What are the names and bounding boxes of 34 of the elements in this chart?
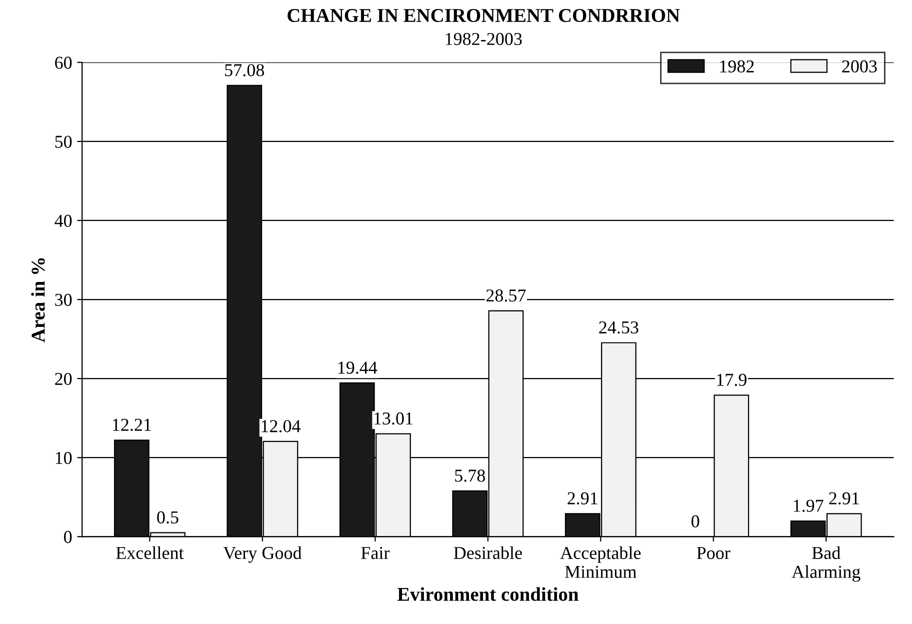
- data-label: 13.01: [374, 412, 412, 425]
- x-axis-title: Evironment condition: [397, 587, 578, 601]
- data-label: 12.04: [262, 420, 301, 432]
- data-label: 57.08: [225, 64, 264, 76]
- x-tick-label: Desirable: [454, 546, 522, 560]
- x-tick-label: Fair: [361, 546, 390, 560]
- y-tick-label: 0: [64, 530, 72, 544]
- chart-title: CHANGE IN ENCIRONMENT CONDRRION: [288, 8, 680, 22]
- data-label: 17.9: [717, 374, 746, 386]
- y-tick-label: 20: [55, 372, 72, 385]
- y-tick-label: 30: [55, 294, 72, 306]
- data-label: 28.57: [486, 289, 526, 302]
- data-label: 5.78: [455, 470, 485, 482]
- data-label: 0.5: [157, 511, 178, 524]
- y-tick-label: 10: [56, 452, 72, 464]
- y-tick-label: 50: [55, 136, 72, 148]
- data-label: 19.44: [338, 362, 378, 374]
- x-tick-label: Poor: [696, 547, 730, 560]
- x-tick-label: Very Good: [223, 546, 302, 563]
- data-label: 1.97: [794, 500, 824, 512]
- data-label: 2.91: [829, 492, 859, 504]
- x-tick-label: Excellent: [116, 546, 184, 560]
- chart-subtitle: 1982-2003: [446, 32, 522, 46]
- legend-label: 2003: [842, 60, 877, 72]
- data-label: 12.21: [112, 418, 151, 431]
- x-tick-label: Acceptable Minimum: [560, 546, 641, 578]
- legend-label: 1982: [720, 60, 754, 72]
- y-axis-title: Area in %: [31, 258, 45, 342]
- y-tick-label: 60: [55, 56, 72, 69]
- data-label: 24.53: [599, 321, 638, 334]
- y-tick-label: 40: [54, 214, 72, 227]
- data-label: 2.91: [568, 492, 598, 504]
- data-label: 0: [692, 515, 700, 528]
- x-tick-label: Bad Alarming: [792, 546, 860, 582]
